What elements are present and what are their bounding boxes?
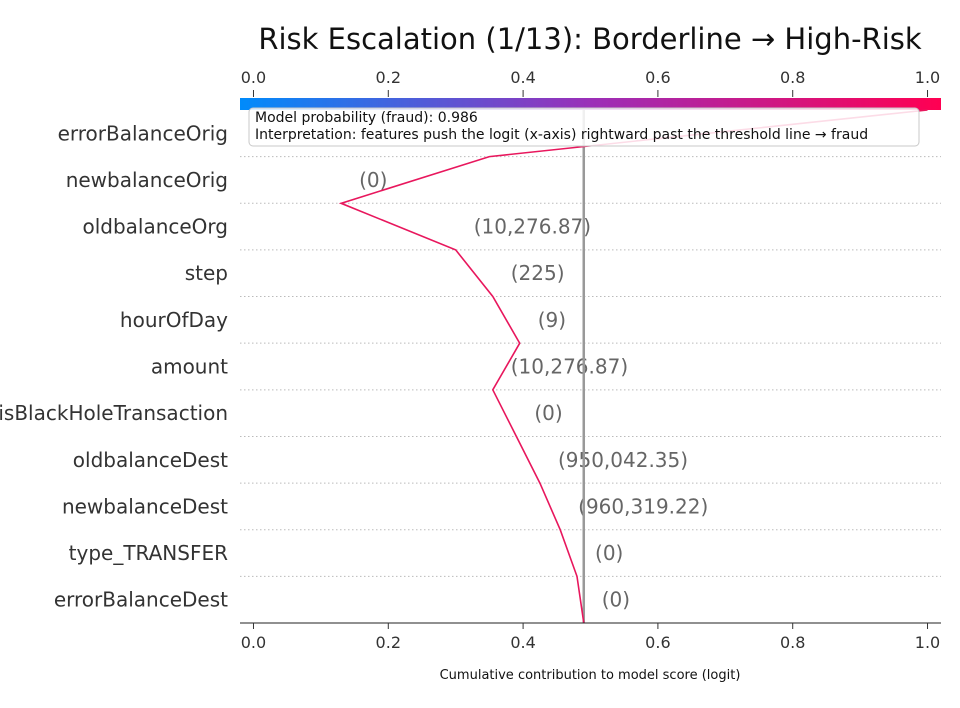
chart-title: Risk Escalation (1/13): Borderline → Hig…: [258, 22, 922, 56]
feature-value: (10,276.87): [474, 215, 591, 239]
bottom-tick-label: 1.0: [915, 633, 940, 652]
feature-value: (0): [359, 168, 387, 192]
feature-label: newbalanceDest: [62, 494, 228, 518]
colorbar: [240, 98, 941, 110]
feature-label: step: [185, 261, 228, 285]
top-tick-label: 0.0: [241, 68, 266, 87]
bottom-tick-label: 0.6: [645, 633, 670, 652]
feature-label: hourOfDay: [120, 308, 228, 332]
feature-value: (0): [602, 588, 630, 612]
feature-label: amount: [151, 355, 228, 379]
feature-value: (10,276.87): [511, 355, 628, 379]
feature-value: (0): [595, 541, 623, 565]
top-tick-label: 0.6: [645, 68, 670, 87]
annotation-interpretation: Interpretation: features push the logit …: [255, 127, 868, 143]
top-tick-label: 0.8: [780, 68, 805, 87]
feature-label: errorBalanceDest: [54, 588, 228, 612]
feature-label: errorBalanceOrig: [58, 121, 228, 145]
feature-value: (960,319.22): [578, 494, 708, 518]
feature-label: oldbalanceOrg: [82, 215, 228, 239]
bottom-tick-label: 0.8: [780, 633, 805, 652]
feature-value: (950,042.35): [558, 448, 688, 472]
top-tick-label: 1.0: [915, 68, 940, 87]
bottom-tick-label: 0.0: [241, 633, 266, 652]
annotation-probability: Model probability (fraud): 0.986: [255, 110, 478, 126]
feature-value: (0): [534, 401, 562, 425]
top-tick-label: 0.4: [510, 68, 535, 87]
annotation-box: Model probability (fraud): 0.986 Interpr…: [248, 107, 920, 147]
bottom-tick-label: 0.4: [510, 633, 535, 652]
feature-label: newbalanceOrig: [66, 168, 228, 192]
top-tick-label: 0.2: [376, 68, 401, 87]
feature-label: isBlackHoleTransaction: [0, 401, 228, 425]
x-axis-label: Cumulative contribution to model score (…: [440, 668, 741, 683]
feature-value: (9): [538, 308, 566, 332]
feature-label: oldbalanceDest: [73, 448, 228, 472]
feature-label: type_TRANSFER: [69, 541, 228, 565]
feature-value: (225): [511, 261, 565, 285]
decision-path: [338, 109, 928, 624]
bottom-tick-label: 0.2: [376, 633, 401, 652]
